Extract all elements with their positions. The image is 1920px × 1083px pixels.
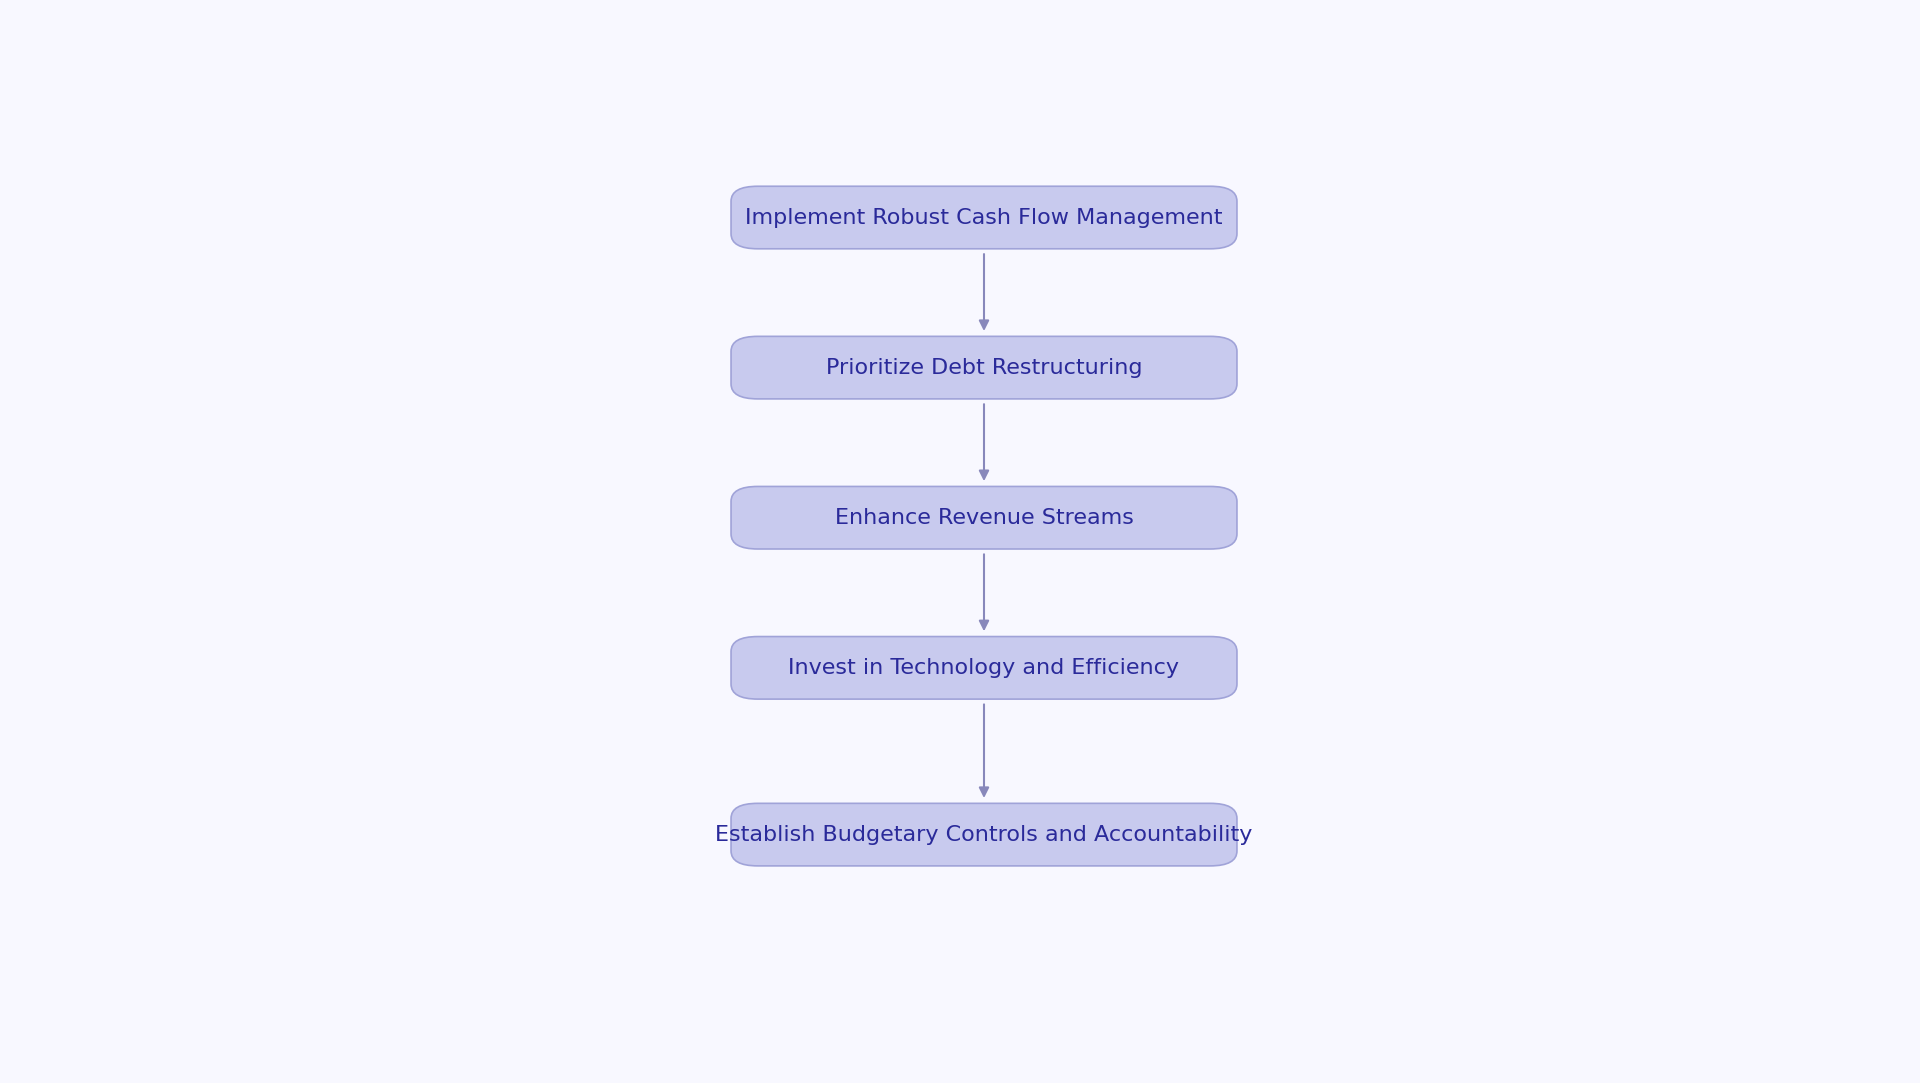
Text: Prioritize Debt Restructuring: Prioritize Debt Restructuring <box>826 357 1142 378</box>
Text: Establish Budgetary Controls and Accountability: Establish Budgetary Controls and Account… <box>716 824 1252 845</box>
Text: Enhance Revenue Streams: Enhance Revenue Streams <box>835 508 1133 527</box>
FancyBboxPatch shape <box>732 337 1236 399</box>
FancyBboxPatch shape <box>732 804 1236 866</box>
FancyBboxPatch shape <box>732 486 1236 549</box>
Text: Invest in Technology and Efficiency: Invest in Technology and Efficiency <box>789 657 1179 678</box>
FancyBboxPatch shape <box>732 186 1236 249</box>
FancyBboxPatch shape <box>732 637 1236 700</box>
Text: Implement Robust Cash Flow Management: Implement Robust Cash Flow Management <box>745 208 1223 227</box>
